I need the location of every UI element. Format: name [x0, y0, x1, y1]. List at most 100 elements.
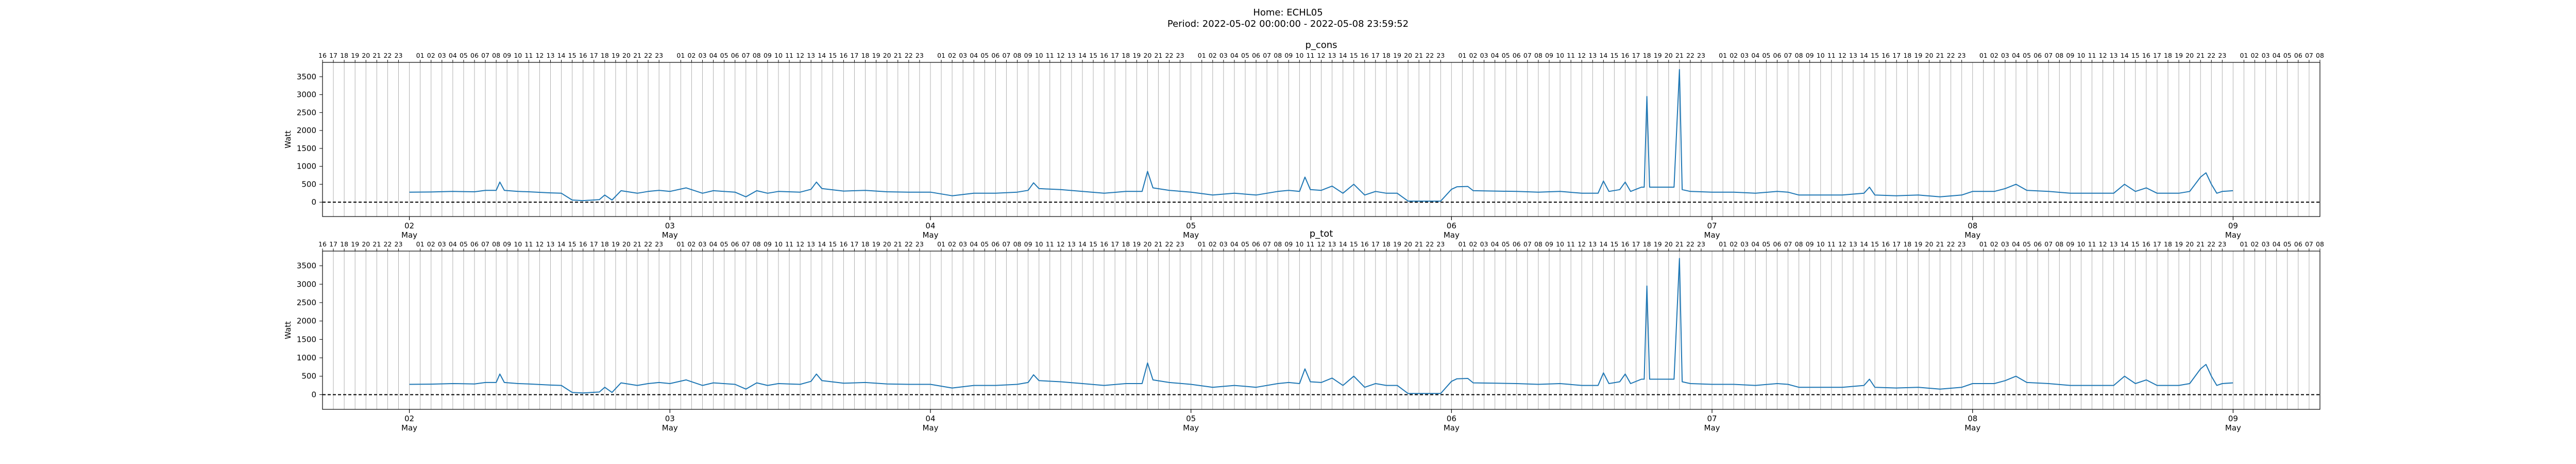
hour-tick-label: 13 [1328, 240, 1336, 248]
hour-tick-label: 20 [362, 240, 370, 248]
hour-tick-label: 20 [1143, 52, 1151, 59]
hour-tick-label: 07 [1784, 240, 1792, 248]
hour-tick-label: 04 [449, 52, 457, 59]
x-tick-label-day: 04 [925, 414, 935, 423]
hour-tick-label: 19 [1393, 240, 1401, 248]
hour-tick-label: 17 [2153, 240, 2161, 248]
hour-tick-label: 19 [1654, 240, 1662, 248]
hour-tick-label: 12 [1057, 52, 1065, 59]
y-tick-label: 1000 [297, 353, 316, 362]
hour-tick-label: 04 [1230, 52, 1239, 59]
y-axis: 0 500 1000 1500 2000 2500 3000 3500 Watt [283, 261, 323, 399]
hour-tick-label: 15 [1610, 240, 1618, 248]
hour-tick-label: 08 [492, 240, 500, 248]
hour-tick-label: 18 [340, 240, 348, 248]
hour-tick-label: 14 [1599, 52, 1607, 59]
hour-tick-label: 04 [1751, 240, 1759, 248]
hour-tick-label: 16 [839, 52, 848, 59]
hour-tick-label: 07 [1263, 240, 1271, 248]
hour-tick-label: 11 [1306, 240, 1314, 248]
hour-tick-label: 09 [1806, 52, 1814, 59]
y-tick-label: 2500 [297, 108, 316, 117]
hour-tick-label: 12 [1838, 52, 1846, 59]
hour-tick-label: 02 [687, 240, 696, 248]
hour-tick-label: 15 [2131, 52, 2140, 59]
x-tick-label-month: May [922, 423, 938, 433]
hour-tick-label: 03 [1740, 240, 1749, 248]
x-tick-label-day: 05 [1186, 414, 1196, 423]
x-tick-label-day: 06 [1447, 414, 1456, 423]
hour-tick-label: 17 [1371, 240, 1380, 248]
x-tick-label-day: 09 [2228, 414, 2238, 423]
hour-tick-label: 06 [1252, 52, 1260, 59]
hour-tick-label: 19 [1914, 52, 1922, 59]
hour-tick-label: 08 [2316, 240, 2324, 248]
hour-tick-label: 14 [1860, 52, 1868, 59]
hour-tick-label: 17 [851, 52, 859, 59]
hour-tick-label: 13 [1588, 240, 1597, 248]
hour-tick-label: 08 [753, 52, 761, 59]
hour-tick-label: 04 [2273, 240, 2281, 248]
hour-tick-label: 11 [1567, 52, 1575, 59]
hour-tick-label: 19 [2175, 52, 2183, 59]
hour-tick-label: 02 [687, 52, 696, 59]
hour-tick-label: 06 [1773, 240, 1782, 248]
hour-tick-label: 18 [601, 52, 609, 59]
x-tick-label-day: 06 [1447, 221, 1456, 230]
hour-tick-label: 06 [731, 240, 739, 248]
hour-tick-label: 16 [1882, 240, 1890, 248]
hour-tick-label: 23 [1697, 52, 1705, 59]
hour-tick-label: 18 [861, 52, 870, 59]
hour-tick-label: 20 [362, 52, 370, 59]
hour-tick-label: 04 [1491, 240, 1499, 248]
x-tick-label-month: May [1444, 423, 1460, 433]
hour-tick-label: 03 [2262, 52, 2270, 59]
hour-tick-label: 04 [449, 240, 457, 248]
hour-tick-label: 05 [2283, 52, 2292, 59]
hour-tick-label: 16 [579, 240, 587, 248]
hour-tick-label: 16 [1361, 240, 1369, 248]
hour-tick-label: 10 [1295, 240, 1303, 248]
hour-tick-label: 18 [1382, 52, 1391, 59]
hour-tick-label: 18 [2164, 52, 2172, 59]
hour-tick-label: 22 [383, 240, 392, 248]
hour-tick-label: 20 [622, 240, 631, 248]
hour-tick-label: 01 [1979, 52, 1988, 59]
hour-tick-label: 09 [2066, 240, 2074, 248]
hour-tick-label: 01 [1719, 52, 1727, 59]
hour-tick-label: 13 [1849, 240, 1857, 248]
hour-tick-label: 10 [1556, 52, 1564, 59]
hour-tick-label: 09 [1806, 240, 1814, 248]
hour-tick-label: 13 [547, 240, 555, 248]
x-tick-label-month: May [1704, 423, 1720, 433]
hour-tick-label: 11 [1827, 52, 1836, 59]
hour-tick-label: 08 [1274, 240, 1282, 248]
hour-tick-label: 21 [1415, 52, 1423, 59]
hour-tick-label: 11 [524, 52, 533, 59]
hour-tick-label: 05 [720, 52, 728, 59]
hour-tick-label: 04 [970, 240, 978, 248]
hour-tick-label: 20 [2185, 52, 2194, 59]
hour-tick-label: 17 [1892, 240, 1901, 248]
hour-tick-label: 07 [2044, 240, 2053, 248]
hour-tick-label: 01 [676, 52, 685, 59]
hour-tick-label: 14 [557, 240, 566, 248]
hour-tick-label: 07 [1523, 240, 1532, 248]
hour-tick-label: 04 [970, 52, 978, 59]
hour-tick-label: 19 [351, 52, 359, 59]
y-tick-label: 2000 [297, 126, 316, 135]
x-tick-label-day: 03 [665, 414, 675, 423]
hour-tick-label: 03 [2001, 52, 2009, 59]
hour-tick-label: 03 [2262, 240, 2270, 248]
hour-tick-label: 16 [2142, 240, 2150, 248]
y-axis: 0 500 1000 1500 2000 2500 3000 3500 Watt [283, 72, 323, 207]
hour-tick-label: 20 [1404, 52, 1412, 59]
hour-tick-label: 18 [601, 240, 609, 248]
hour-tick-label: 02 [1990, 240, 1998, 248]
y-axis-label: Watt [283, 321, 293, 339]
x-tick-label-month: May [1964, 230, 1980, 240]
hour-tick-label: 06 [1252, 240, 1260, 248]
hour-tick-label: 08 [1795, 240, 1803, 248]
hour-tick-label: 09 [503, 52, 511, 59]
